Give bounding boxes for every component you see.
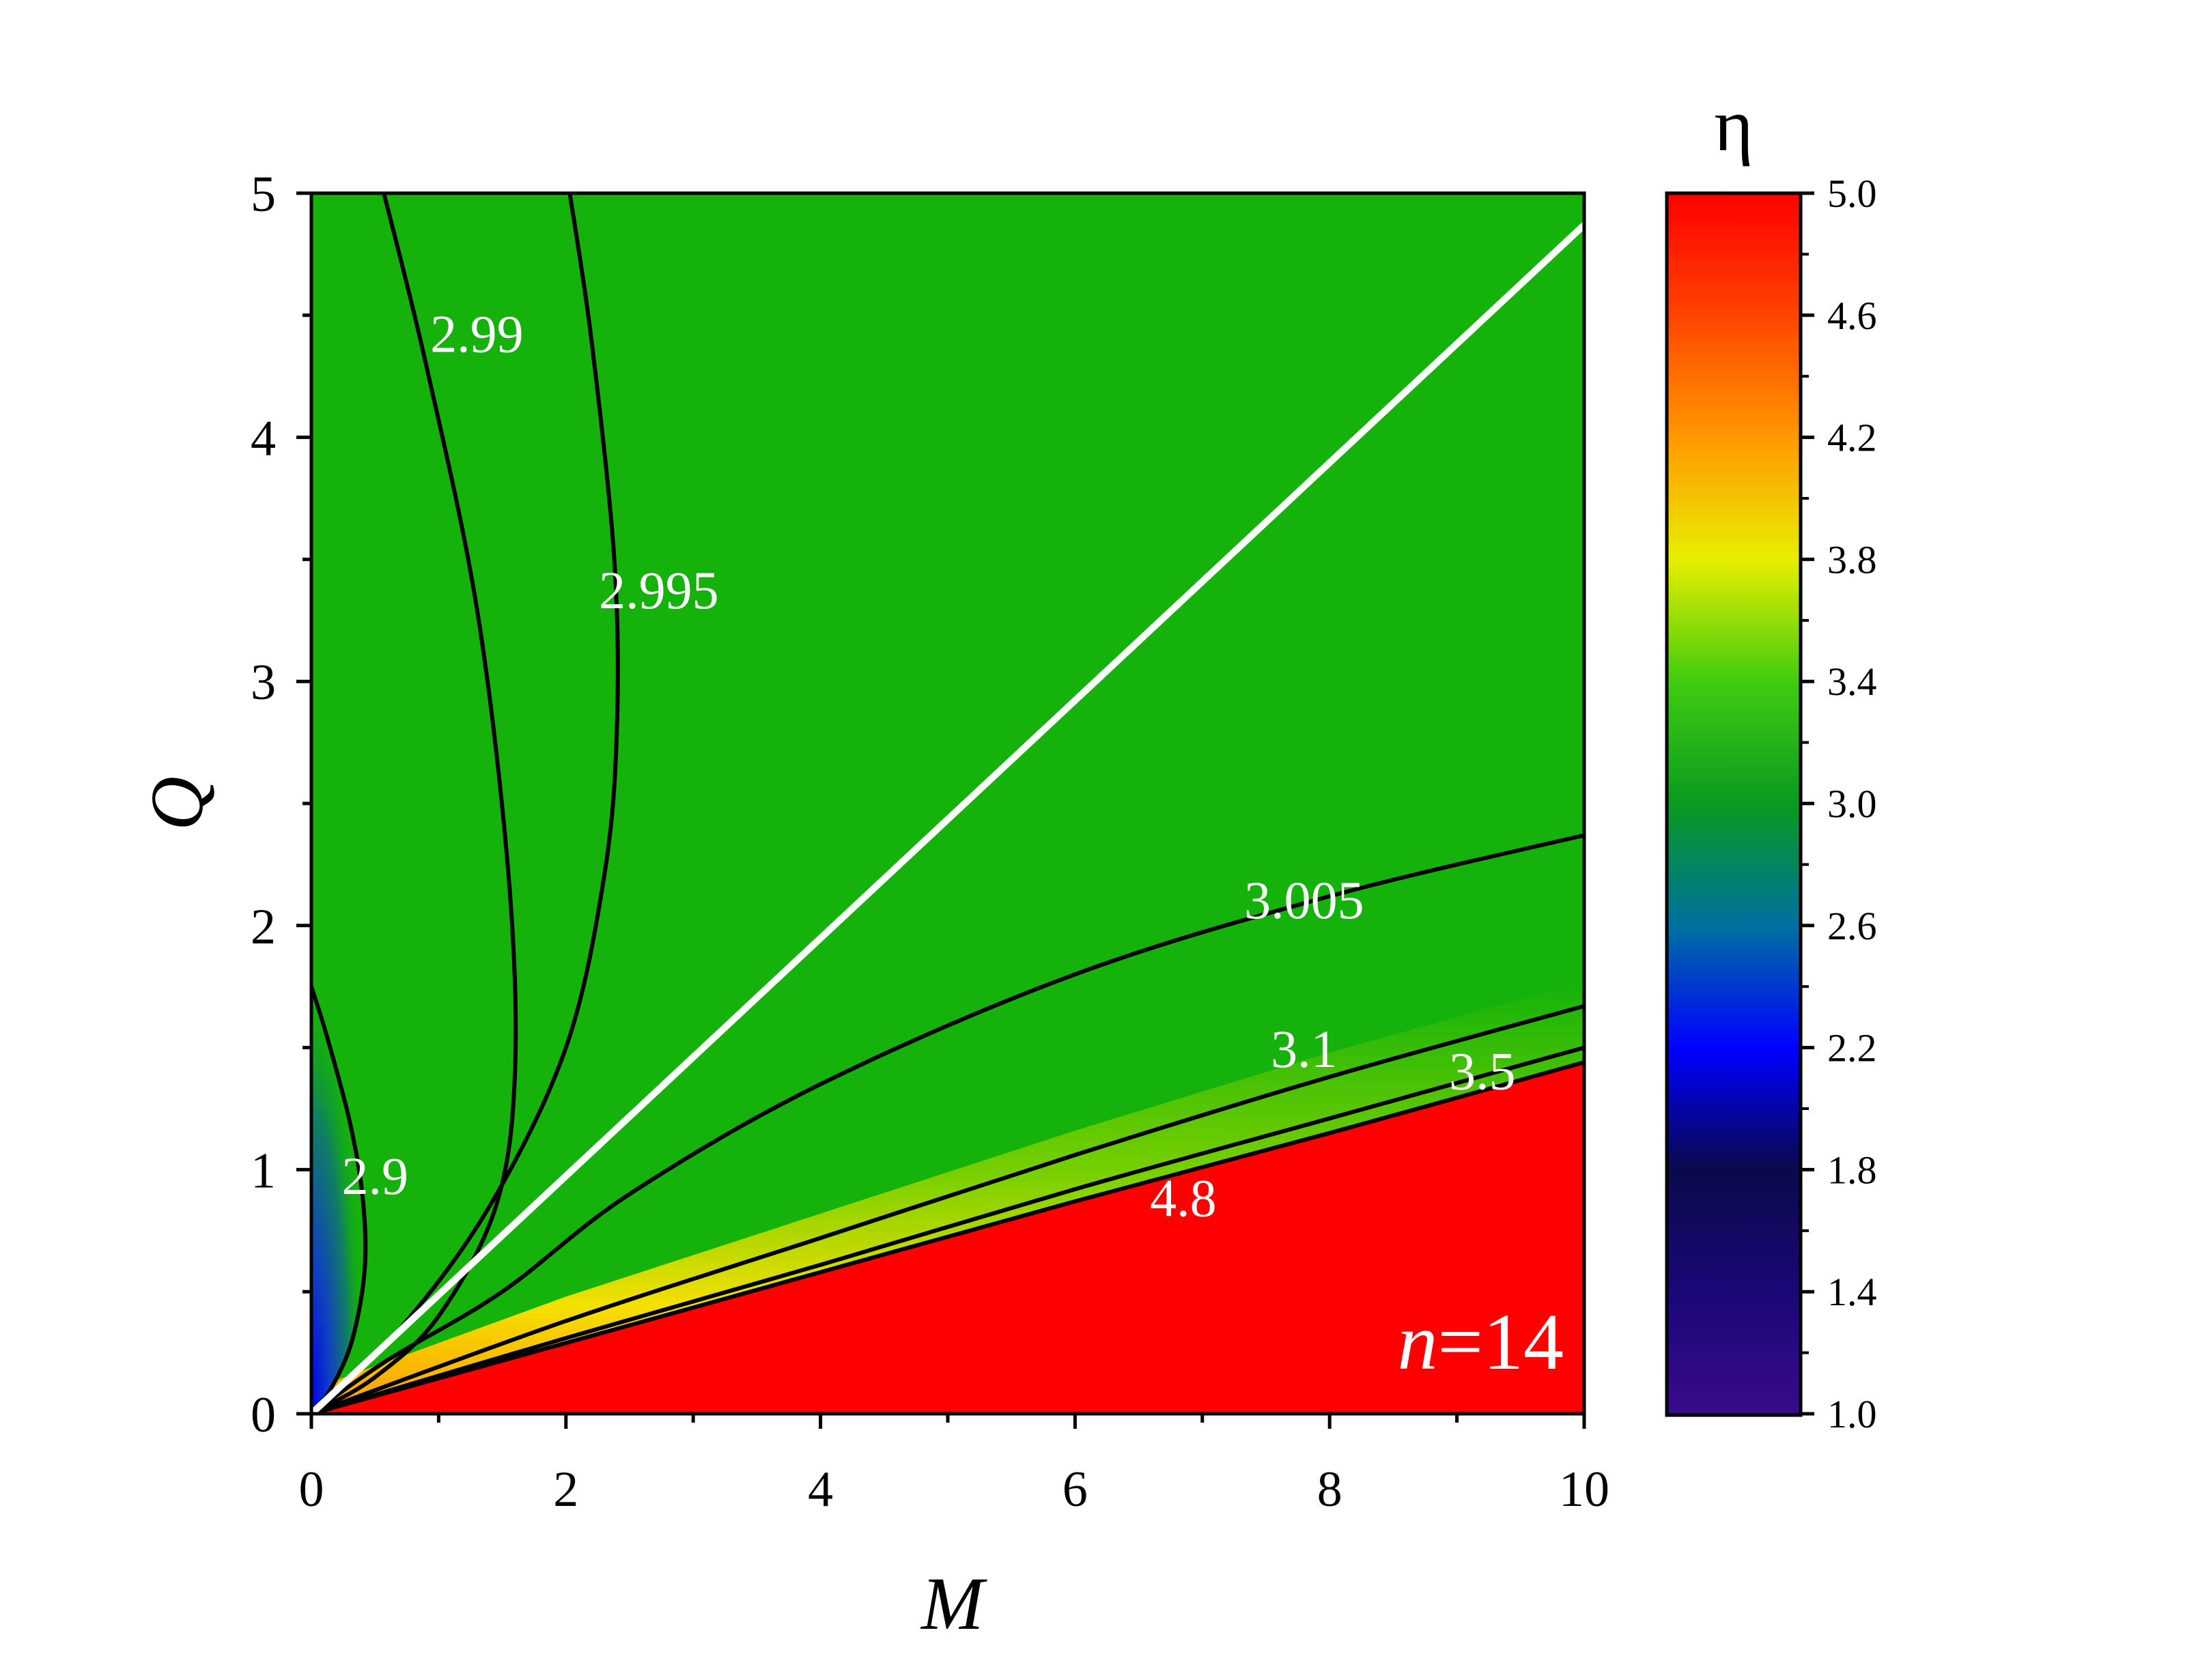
x-tick-label: 0	[299, 1462, 324, 1518]
contour-label-3.5: 3.5	[1449, 1041, 1516, 1100]
n-annotation-var: n	[1397, 1297, 1437, 1386]
white-reference-line	[311, 222, 1584, 1414]
colorbar-tick-label: 1.4	[1827, 1270, 1877, 1314]
colorbar-tick-label: 1.0	[1827, 1392, 1877, 1436]
y-tick-label: 1	[251, 1143, 276, 1199]
contour-line-2.99	[311, 193, 518, 1414]
contour-line-2.995	[311, 193, 620, 1414]
x-tick-label: 6	[1062, 1462, 1088, 1518]
x-axis: 0 2 4 6 8 10	[299, 1414, 1609, 1518]
contour-line-3.5	[311, 1045, 1584, 1414]
plot-area	[311, 193, 1584, 1414]
x-tick-label: 10	[1559, 1462, 1609, 1518]
y-axis: 0 1 2 3 4 5	[251, 167, 311, 1443]
colorbar: η 1.0 1.4 1.8 2.2 2.6 3.0 3.4 3.8 4.2 4.6 5.0	[1665, 83, 1877, 1436]
contour-label-3.005: 3.005	[1244, 870, 1364, 930]
blue-region	[311, 986, 366, 1414]
colorbar-tick-label: 3.8	[1827, 537, 1877, 582]
contour-line-4.8	[311, 1060, 1584, 1414]
contour-labels: 2.9 2.99 2.995 3.005 3.1 3.5 4.8	[341, 304, 1515, 1227]
y-tick-label: 4	[251, 411, 276, 467]
contour-label-2.995: 2.995	[599, 560, 719, 620]
colorbar-title: η	[1714, 83, 1754, 167]
colorbar-tick-label: 3.0	[1827, 782, 1877, 826]
n-annotation-value: =14	[1437, 1297, 1564, 1386]
contour-line-2.9	[311, 986, 368, 1414]
contour-line-3.1	[311, 1003, 1584, 1414]
y-tick-label: 3	[251, 655, 276, 711]
x-tick-label: 2	[553, 1462, 578, 1518]
contour-line-3.005	[311, 833, 1584, 1414]
contour-label-2.9: 2.9	[341, 1146, 408, 1206]
contour-label-2.99: 2.99	[430, 304, 524, 363]
y-tick-label: 0	[251, 1387, 276, 1443]
colorbar-tick-label: 5.0	[1827, 171, 1877, 216]
y-tick-label: 2	[251, 899, 276, 955]
x-tick-label: 8	[1317, 1462, 1342, 1518]
colorbar-ticks: 1.0 1.4 1.8 2.2 2.6 3.0 3.4 3.8 4.2 4.6 5.0	[1801, 171, 1877, 1436]
n-annotation: n=14	[1397, 1297, 1564, 1386]
contour-lines	[311, 193, 1584, 1414]
colorbar-tick-label: 2.2	[1827, 1026, 1877, 1070]
colorbar-tick-label: 4.2	[1827, 416, 1877, 460]
x-axis-title: M	[920, 1562, 987, 1645]
colorbar-tick-label: 1.8	[1827, 1148, 1877, 1192]
colorbar-tick-label: 2.6	[1827, 904, 1877, 948]
contour-label-4.8: 4.8	[1150, 1168, 1217, 1227]
y-tick-label: 5	[251, 167, 276, 223]
colorbar-tick-label: 3.4	[1827, 659, 1877, 704]
contour-label-3.1: 3.1	[1271, 1019, 1338, 1079]
colorbar-tick-label: 4.6	[1827, 294, 1877, 338]
x-tick-label: 4	[808, 1462, 833, 1518]
y-axis-title: Q	[135, 776, 219, 830]
colorbar-gradient	[1665, 191, 1803, 1417]
